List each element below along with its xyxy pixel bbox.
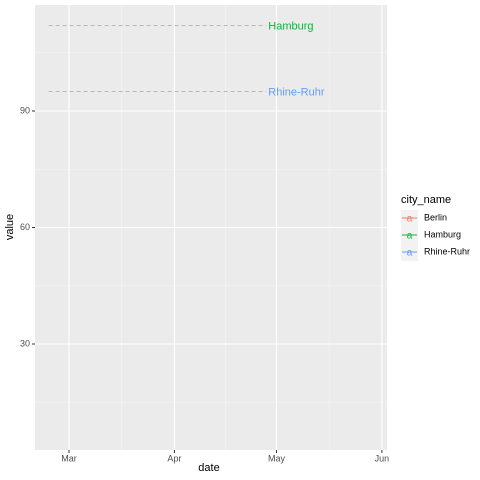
- legend-glyph: a: [407, 248, 413, 259]
- x-axis-label: date: [198, 462, 219, 474]
- legend-title: city_name: [401, 194, 451, 206]
- series-label: Hamburg: [268, 20, 313, 32]
- legend-label: Hamburg: [424, 229, 461, 239]
- y-tick-label: 60: [20, 222, 30, 232]
- series-label: Rhine-Ruhr: [268, 86, 325, 98]
- y-tick-label: 30: [20, 338, 30, 348]
- x-tick-label: May: [268, 453, 286, 463]
- legend-label: Rhine-Ruhr: [424, 246, 470, 256]
- legend-label: Berlin: [424, 212, 447, 222]
- y-tick-label: 90: [20, 105, 30, 115]
- legend-glyph: a: [407, 231, 413, 242]
- y-axis-label: value: [4, 214, 16, 240]
- x-tick-label: Apr: [167, 453, 181, 463]
- x-tick-label: Mar: [61, 453, 77, 463]
- x-tick-label: Jun: [375, 453, 390, 463]
- legend-glyph: a: [407, 214, 413, 225]
